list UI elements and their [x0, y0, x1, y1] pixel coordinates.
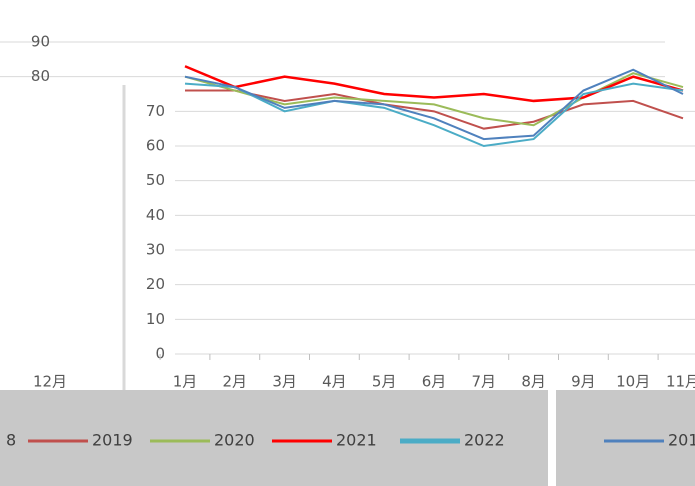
y-tick-label: 40 — [146, 206, 165, 224]
x-tick-label: 10月 — [616, 373, 650, 391]
y-tick-label: 70 — [146, 102, 165, 120]
legend: 8 2019 2020 2021 2022 201 — [6, 431, 695, 450]
x-tick-label: 6月 — [422, 373, 447, 391]
x-tick-label: 2月 — [223, 373, 248, 391]
legend-label: 2020 — [214, 431, 255, 450]
series-line — [184, 68, 684, 141]
x-tick-label: 5月 — [372, 373, 397, 391]
y-tick-label: 80 — [31, 67, 50, 85]
legend-band — [0, 390, 695, 486]
legend-label: 2019 — [92, 431, 133, 450]
legend-gap — [548, 390, 556, 486]
y-tick-label: 20 — [146, 275, 165, 293]
legend-label: 2021 — [336, 431, 377, 450]
y-tick-label: 60 — [146, 137, 165, 155]
x-tick-label: 9月 — [571, 373, 596, 391]
y-tick-label: 30 — [146, 241, 165, 259]
x-tick-label: 1月 — [173, 373, 198, 391]
x-tick-label: 7月 — [472, 373, 497, 391]
series-line — [184, 82, 684, 148]
x-tick-label: 12月 — [33, 373, 67, 391]
y-tick-label: 10 — [146, 310, 165, 328]
plot-background — [0, 0, 695, 390]
legend-label: 8 — [6, 431, 16, 450]
legend-label: 2022 — [464, 431, 505, 450]
y-tick-label: 0 — [155, 345, 165, 363]
x-tick-label: 8月 — [521, 373, 546, 391]
series-line — [185, 89, 684, 130]
x-tick-label: 11月 — [666, 373, 695, 391]
y-tick-label: 50 — [146, 171, 165, 189]
legend-label: 201 — [668, 431, 695, 450]
x-tick-label: 4月 — [322, 373, 347, 391]
y-tick-label: 90 — [31, 33, 50, 51]
x-tick-label: 3月 — [272, 373, 297, 391]
